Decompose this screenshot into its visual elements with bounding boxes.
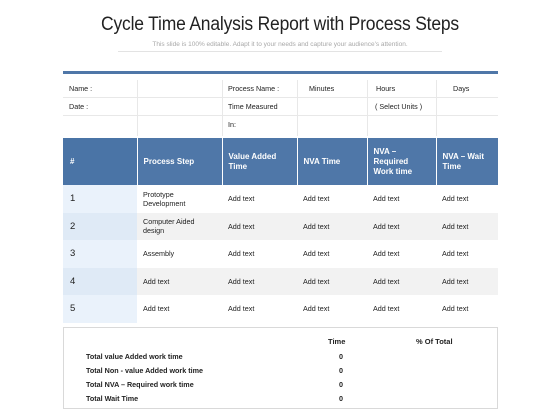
in-label: In: <box>228 120 236 129</box>
date-label: Date : <box>69 102 89 111</box>
page-subtitle: This slide is 100% editable. Adapt it to… <box>152 41 408 48</box>
summary-label: Total NVA – Required work time <box>86 380 194 389</box>
process-step-cell[interactable]: Computer Aided design <box>137 212 222 240</box>
nva-time-cell[interactable]: Add text <box>297 240 367 268</box>
report-info-grid: Name : Process Name : Minutes Hours Days… <box>63 80 498 134</box>
days-label: Days <box>453 84 470 93</box>
table-row: 4 Add text Add text Add text Add text Ad… <box>63 267 498 295</box>
summary-label: Total Wait Time <box>86 394 139 403</box>
value-added-time-cell[interactable]: Add text <box>222 185 297 213</box>
nva-required-cell[interactable]: Add text <box>367 212 436 240</box>
table-row: 5 Add text Add text Add text Add text Ad… <box>63 295 498 323</box>
process-step-cell[interactable]: Add text <box>137 267 222 295</box>
nva-required-cell[interactable]: Add text <box>367 185 436 213</box>
name-label: Name : <box>69 84 93 93</box>
nva-required-cell[interactable]: Add text <box>367 240 436 268</box>
value-added-time-cell[interactable]: Add text <box>222 240 297 268</box>
column-header-nva-required-work-time: NVA – Required Work time <box>367 138 437 185</box>
nva-time-cell[interactable]: Add text <box>297 267 367 295</box>
table-row: 2 Computer Aided design Add text Add tex… <box>63 212 498 240</box>
info-grid-divider <box>367 80 368 136</box>
summary-value: 0 <box>339 366 343 375</box>
summary-value: 0 <box>339 352 343 361</box>
process-name-label: Process Name : <box>228 84 280 93</box>
step-number-cell: 3 <box>63 240 137 268</box>
process-step-cell[interactable]: Add text <box>137 295 222 323</box>
column-header-value-added-time: Value Added Time <box>222 138 298 185</box>
nva-wait-cell[interactable]: Add text <box>436 240 498 268</box>
table-header-row: # Process Step Value Added Time NVA Time… <box>63 138 498 185</box>
table-row: 3 Assembly Add text Add text Add text Ad… <box>63 240 498 268</box>
hours-label: Hours <box>376 84 396 93</box>
summary-header-percent: % Of Total <box>416 337 453 346</box>
nva-wait-cell[interactable]: Add text <box>436 295 498 323</box>
accent-bar <box>63 71 498 74</box>
summary-value: 0 <box>339 394 343 403</box>
minutes-label: Minutes <box>309 84 335 93</box>
nva-time-cell[interactable]: Add text <box>297 295 367 323</box>
step-number-cell: 2 <box>63 212 137 240</box>
step-number-cell: 4 <box>63 267 137 295</box>
nva-wait-cell[interactable]: Add text <box>436 267 498 295</box>
nva-required-cell[interactable]: Add text <box>367 295 436 323</box>
process-step-cell[interactable]: Prototype Development <box>137 185 222 213</box>
info-row: Date : Time Measured ( Select Units ) <box>63 98 498 116</box>
column-header-number: # <box>63 138 138 185</box>
summary-label: Total value Added work time <box>86 352 183 361</box>
column-header-nva-wait-time: NVA – Wait Time <box>436 138 498 185</box>
info-grid-divider <box>297 80 298 136</box>
nva-required-cell[interactable]: Add text <box>367 267 436 295</box>
nva-wait-cell[interactable]: Add text <box>436 185 498 213</box>
summary-header-time: Time <box>328 337 346 346</box>
info-row: In: <box>63 116 498 134</box>
info-grid-divider <box>137 80 138 136</box>
value-added-time-cell[interactable]: Add text <box>222 267 297 295</box>
nva-time-cell[interactable]: Add text <box>297 212 367 240</box>
summary-value: 0 <box>339 380 343 389</box>
value-added-time-cell[interactable]: Add text <box>222 212 297 240</box>
process-steps-table: # Process Step Value Added Time NVA Time… <box>63 138 498 323</box>
title-divider <box>118 51 442 52</box>
summary-box: Time % Of Total Total value Added work t… <box>63 327 498 409</box>
info-grid-divider <box>222 80 223 136</box>
step-number-cell: 1 <box>63 185 137 213</box>
process-step-cell[interactable]: Assembly <box>137 240 222 268</box>
select-units-label[interactable]: ( Select Units ) <box>375 102 423 111</box>
time-measured-label: Time Measured <box>228 102 278 111</box>
summary-label: Total Non - value Added work time <box>86 366 204 375</box>
value-added-time-cell[interactable]: Add text <box>222 295 297 323</box>
info-row: Name : Process Name : Minutes Hours Days <box>63 80 498 98</box>
nva-wait-cell[interactable]: Add text <box>436 212 498 240</box>
column-header-nva-time: NVA Time <box>297 138 368 185</box>
page-title: Cycle Time Analysis Report with Process … <box>101 14 459 35</box>
column-header-process-step: Process Step <box>137 138 223 185</box>
info-grid-divider <box>436 80 437 136</box>
nva-time-cell[interactable]: Add text <box>297 185 367 213</box>
step-number-cell: 5 <box>63 295 137 323</box>
table-row: 1 Prototype Development Add text Add tex… <box>63 185 498 213</box>
